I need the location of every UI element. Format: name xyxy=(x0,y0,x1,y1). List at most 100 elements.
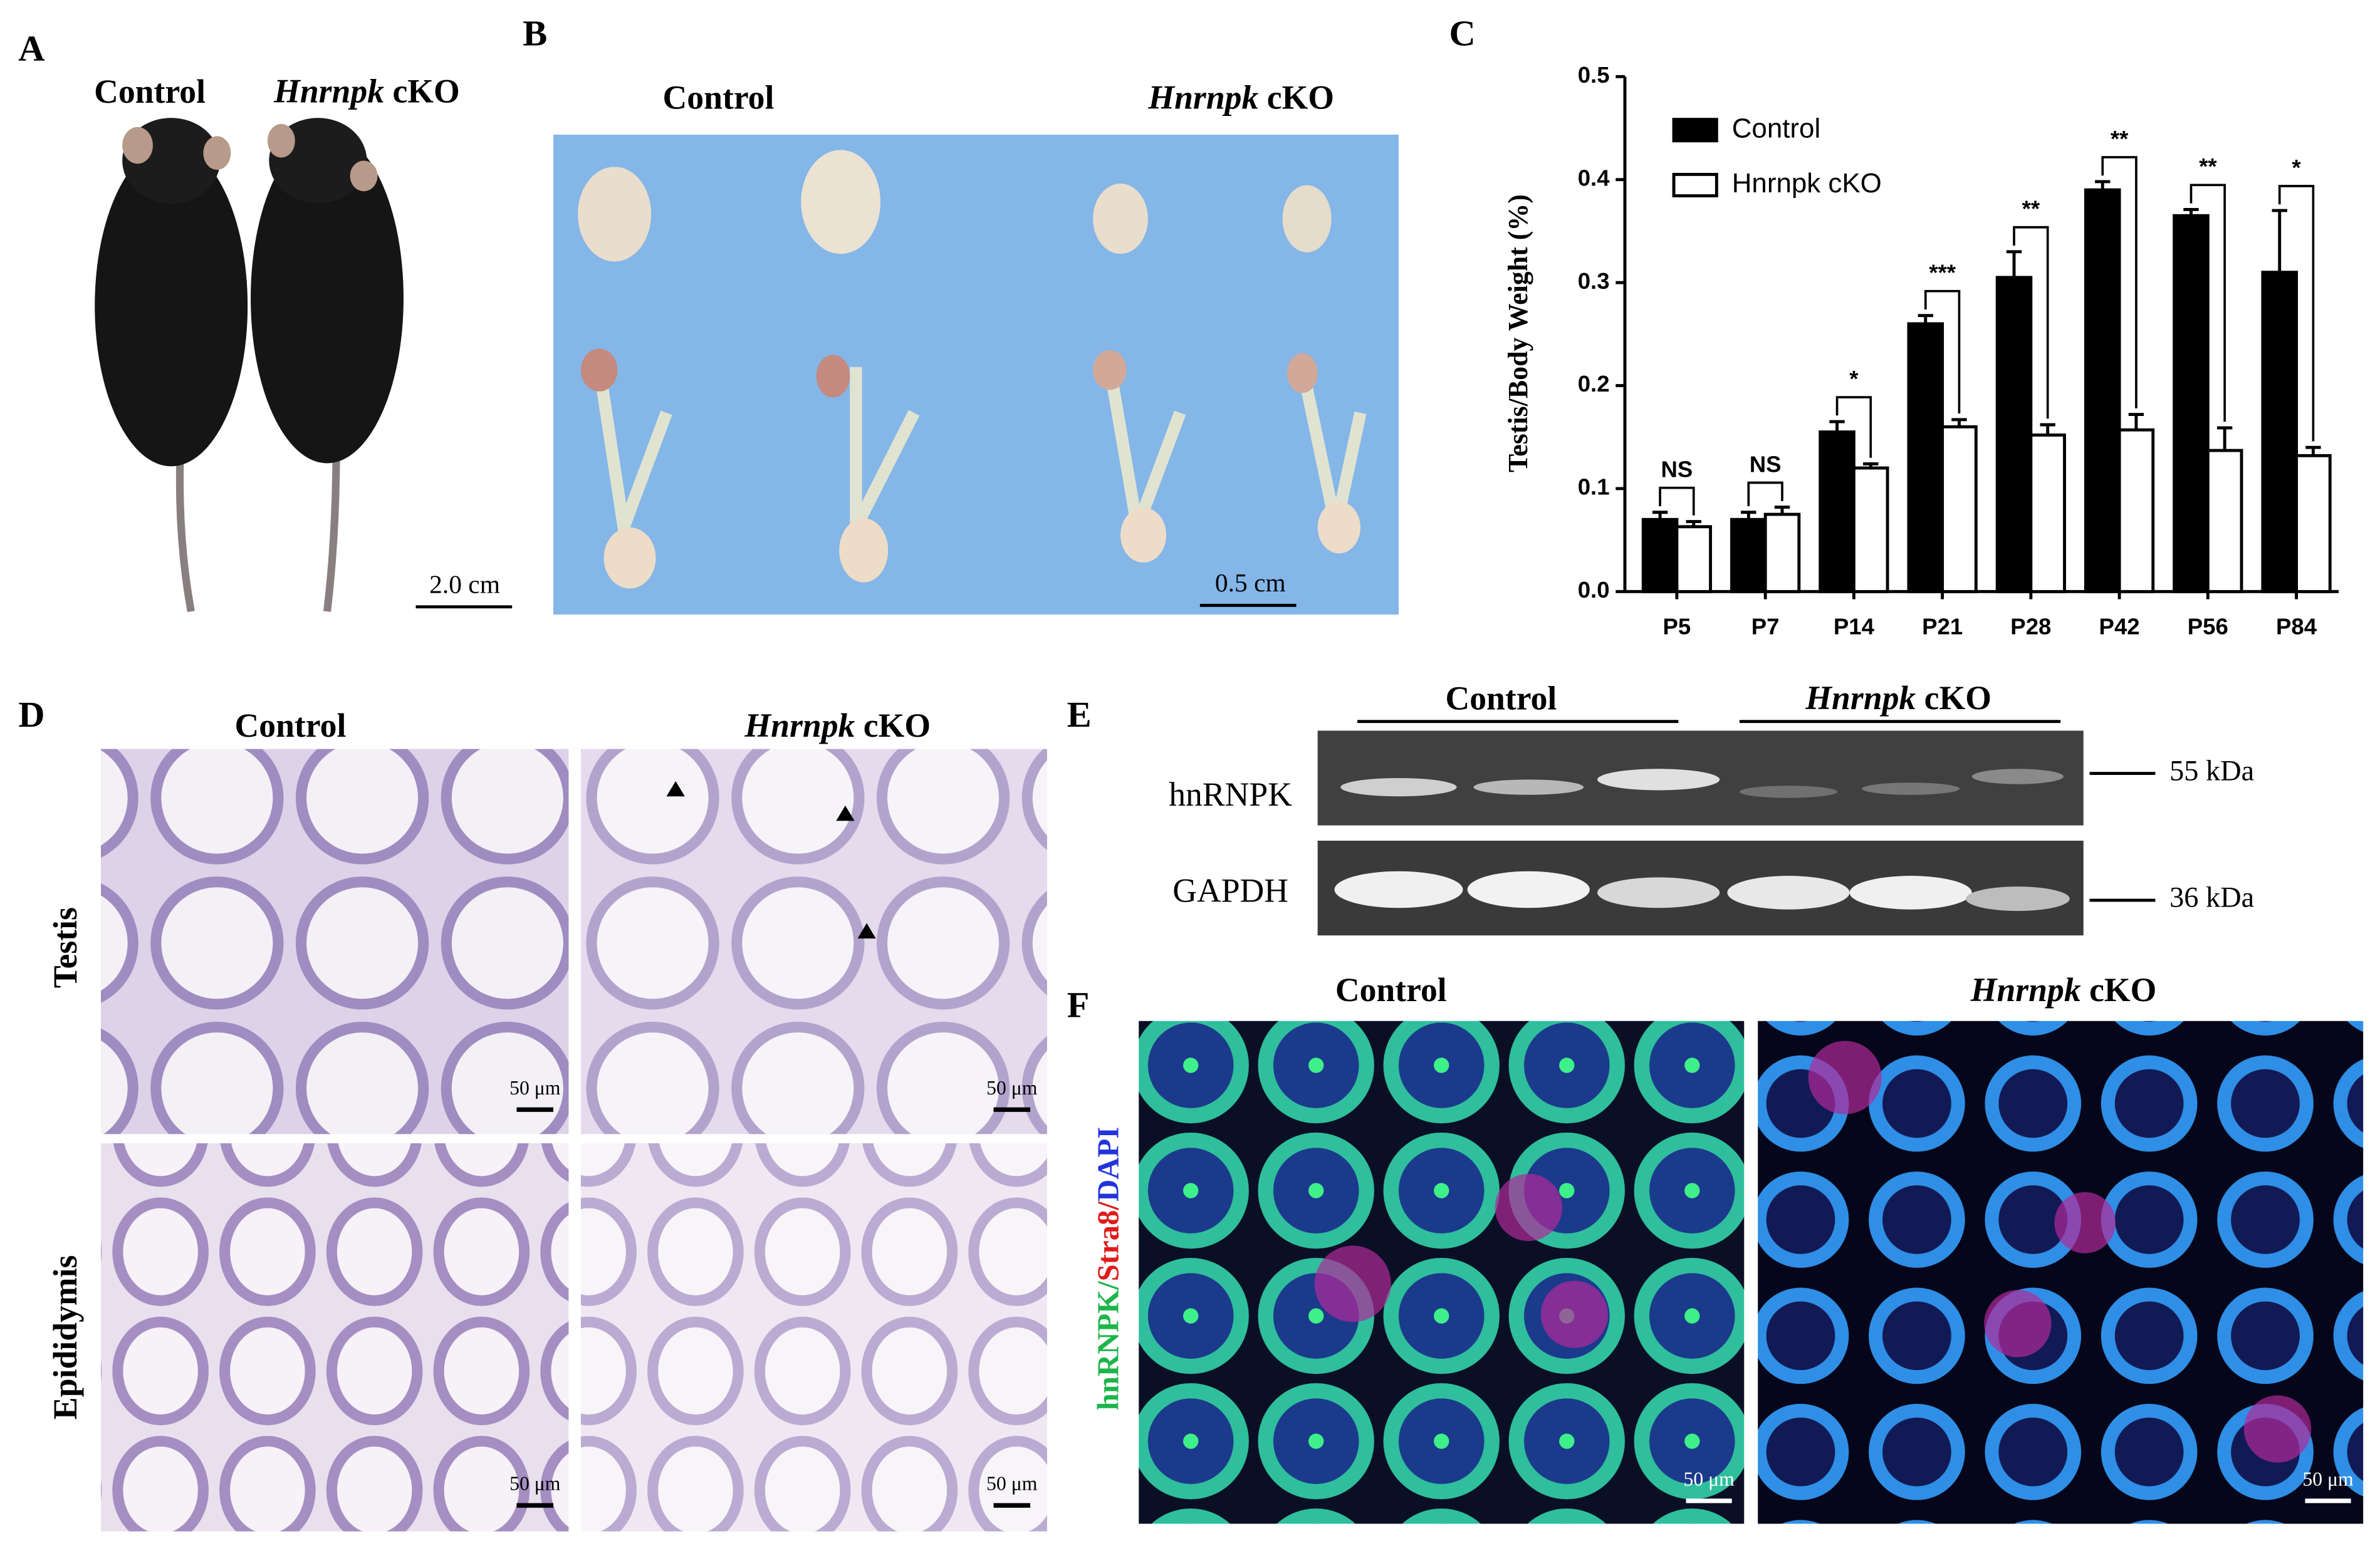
x-tick-label: P5 xyxy=(1663,614,1691,640)
histology-image xyxy=(100,749,569,1135)
group-label: Hnrnpk cKO xyxy=(1147,79,1334,117)
bar xyxy=(1852,466,1889,593)
scale-bar-label: 50 μm xyxy=(509,1473,561,1495)
bar xyxy=(2206,449,2243,593)
panel-label: E xyxy=(1067,694,1092,735)
bar xyxy=(1819,430,1855,593)
significance-label: * xyxy=(2292,155,2301,180)
bar xyxy=(1907,322,1944,593)
bar xyxy=(2029,434,2066,593)
epididymis-head xyxy=(1287,353,1318,393)
bar xyxy=(1641,517,1679,593)
error-bar xyxy=(1652,511,1668,520)
protein-label: hnRNPK xyxy=(1169,776,1292,813)
ear xyxy=(267,123,295,158)
legend-swatch xyxy=(1672,172,1718,198)
epididymis-tail xyxy=(1120,507,1167,563)
group-label: Control xyxy=(235,707,347,744)
epididymis-tail xyxy=(603,527,656,589)
row-label: Epididymis xyxy=(46,1255,84,1419)
group-label: Control xyxy=(663,79,775,117)
organ-photo xyxy=(553,134,1399,615)
group-label: Control xyxy=(1445,679,1557,717)
bar xyxy=(1763,512,1801,593)
bar xyxy=(2261,271,2299,593)
epididymis-head xyxy=(1093,350,1127,390)
panel-label: F xyxy=(1067,985,1090,1026)
x-tick-label: P84 xyxy=(2276,614,2317,640)
marker-label: 36 kDa xyxy=(2169,882,2254,914)
stain-part: hnRNPK/ xyxy=(1092,1280,1125,1410)
mouse-photo xyxy=(95,118,404,613)
error-bar xyxy=(1951,418,1967,427)
group-suffix: cKO xyxy=(864,707,931,744)
legend-label: Control xyxy=(1732,113,1821,143)
gene-name: Hnrnpk xyxy=(1805,679,1916,717)
significance-bracket xyxy=(2101,156,2137,408)
y-tick-label: 0.3 xyxy=(1578,268,1610,294)
blot-bands xyxy=(1334,769,2070,912)
error-bar xyxy=(2006,250,2022,278)
testis xyxy=(1282,185,1332,252)
group-suffix: cKO xyxy=(1924,679,1991,717)
error-bar xyxy=(2183,207,2199,216)
bar-chart: 0.00.10.20.30.40.5P5NSP7NSP14*P21***P28*… xyxy=(1578,62,2339,640)
x-tick-label: P7 xyxy=(1751,614,1780,640)
group-label: Hnrnpk cKO xyxy=(1805,679,1991,717)
y-tick-label: 0.4 xyxy=(1578,165,1610,190)
significance-label: * xyxy=(1849,366,1859,392)
group-suffix: cKO xyxy=(2089,971,2156,1009)
x-tick-label: P28 xyxy=(2010,614,2051,640)
bar xyxy=(2295,454,2332,593)
testis xyxy=(801,150,881,254)
scale-bar-label: 50 μm xyxy=(986,1077,1038,1099)
mouse xyxy=(95,145,248,467)
ear xyxy=(350,160,378,192)
error-bar xyxy=(2040,423,2055,435)
scale-bar-label: 0.5 cm xyxy=(1215,568,1286,597)
significance-label: ** xyxy=(2199,153,2217,179)
stain-part: DAPI xyxy=(1092,1127,1125,1202)
x-tick-label: P14 xyxy=(1834,614,1875,640)
significance-bracket xyxy=(2013,226,2049,419)
testis xyxy=(1093,184,1148,254)
gene-name: Hnrnpk xyxy=(1970,971,2081,1009)
group-label: Control xyxy=(1335,971,1447,1009)
error-bar xyxy=(1829,420,1845,432)
scale-bar-label: 50 μm xyxy=(986,1473,1038,1495)
panel-label: A xyxy=(18,28,44,69)
significance-label: NS xyxy=(1661,457,1693,482)
ear xyxy=(122,127,153,164)
histology-image xyxy=(100,1143,569,1532)
error-bar xyxy=(2216,426,2233,451)
legend-label: Hnrnpk cKO xyxy=(1732,168,1882,199)
fluorescence-image xyxy=(1139,1021,1745,1524)
gene-name: Hnrnpk xyxy=(744,707,855,744)
scale-bar-label: 2.0 cm xyxy=(429,570,500,599)
group-label: Hnrnpk cKO xyxy=(1970,971,2157,1009)
y-axis-title: Testis/Body Weight (%) xyxy=(1503,194,1533,472)
ear xyxy=(203,136,231,170)
row-label: Testis xyxy=(46,907,84,988)
stain-label: hnRNPK/Stra8/DAPI xyxy=(1092,1127,1125,1410)
error-bar xyxy=(2095,180,2111,190)
group-suffix: cKO xyxy=(1267,79,1334,117)
epididymis-head xyxy=(816,355,850,398)
epididymis-tail xyxy=(1317,501,1360,554)
y-tick-label: 0.5 xyxy=(1578,62,1610,88)
panel-label: D xyxy=(18,694,44,735)
significance-bracket xyxy=(1835,396,1872,458)
error-bar xyxy=(1863,462,1879,469)
y-tick-label: 0.0 xyxy=(1578,577,1610,603)
scale-bar-label: 50 μm xyxy=(2302,1468,2354,1490)
significance-label: ** xyxy=(2111,126,2129,152)
gene-name: Hnrnpk xyxy=(273,73,384,110)
group-label: Hnrnpk cKO xyxy=(744,707,931,744)
significance-label: NS xyxy=(1750,451,1782,477)
stain-part: Stra8/ xyxy=(1092,1200,1125,1281)
error-bar xyxy=(1774,506,1790,515)
legend-swatch xyxy=(1672,118,1718,143)
